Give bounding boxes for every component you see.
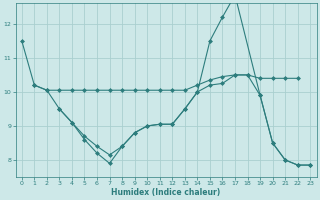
X-axis label: Humidex (Indice chaleur): Humidex (Indice chaleur) [111, 188, 221, 197]
